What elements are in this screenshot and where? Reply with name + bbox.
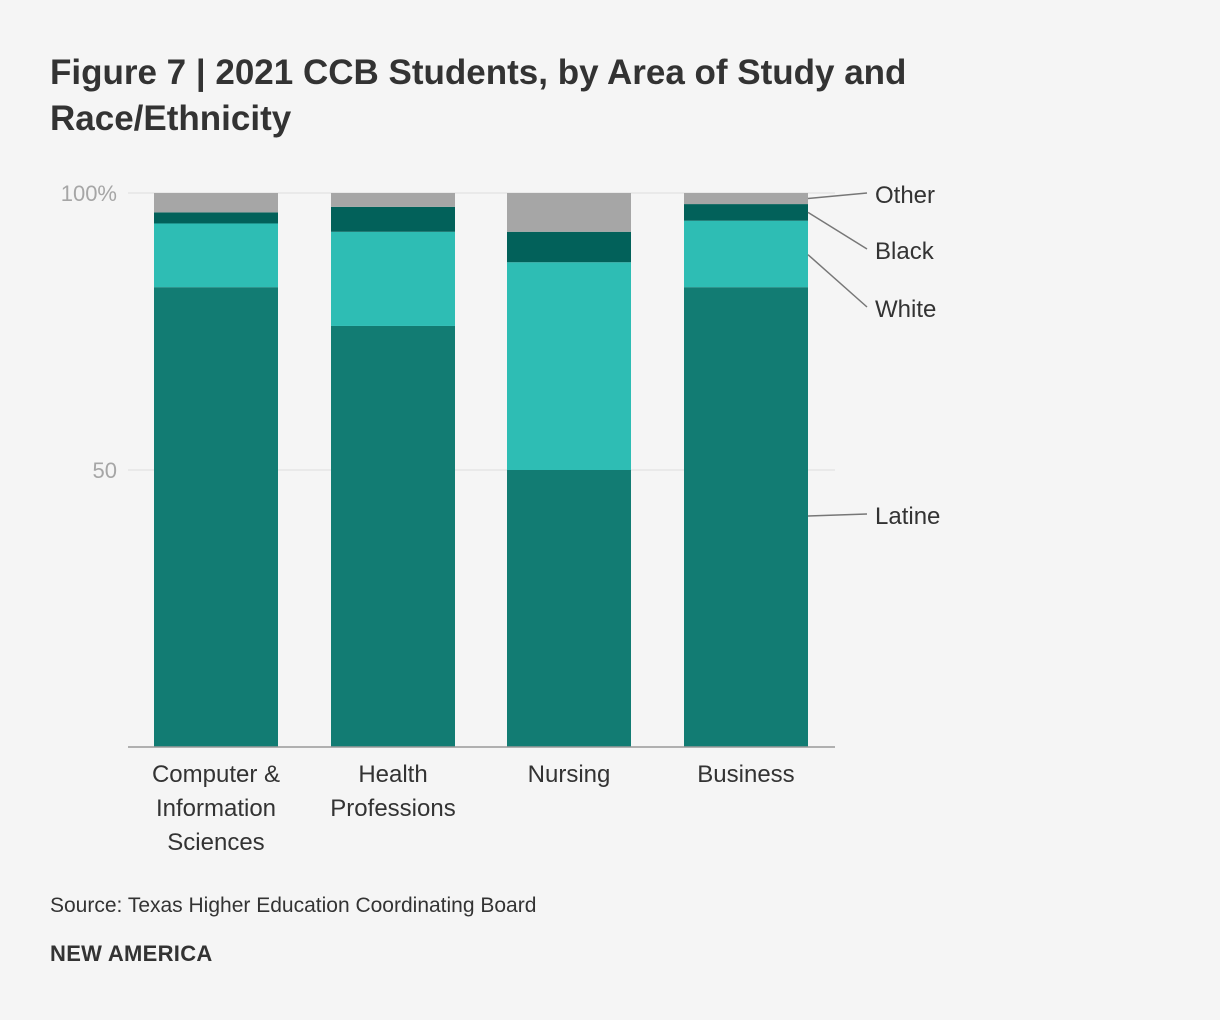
bar-white-computer xyxy=(154,223,278,288)
bar-other-computer xyxy=(154,193,278,213)
x-tick-label-nursing-line-1: Nursing xyxy=(528,761,611,788)
chart-title: Figure 7 | 2021 CCB Students, by Area of… xyxy=(50,53,907,138)
bar-black-computer xyxy=(154,212,278,224)
leader-line-latine xyxy=(807,513,868,517)
bar-black-health xyxy=(331,206,455,232)
bar-latine-nursing xyxy=(507,470,631,747)
legend-label-black: Black xyxy=(875,238,935,265)
bar-black-business xyxy=(684,204,808,221)
x-tick-label-computer-information-sciences-line-1: Computer & xyxy=(152,761,280,788)
legend-label-latine: Latine xyxy=(875,503,940,530)
bar-latine-business xyxy=(684,287,808,747)
x-tick-label-health-professions-line-1: Health xyxy=(358,761,427,788)
bar-other-health xyxy=(331,193,455,207)
bar-latine-computer xyxy=(154,287,278,747)
bar-white-nursing xyxy=(507,262,631,470)
bar-white-business xyxy=(684,220,808,288)
y-tick-label-50: 50 xyxy=(93,458,117,483)
x-tick-label-business-line-1: Business xyxy=(697,761,794,788)
legend-label-white: White xyxy=(875,296,936,323)
x-tick-label-computer-information-sciences-line-2: Information xyxy=(156,795,276,822)
bar-other-business xyxy=(684,193,808,205)
bar-black-nursing xyxy=(507,231,631,263)
x-tick-label-health-professions-line-2: Professions xyxy=(330,795,455,822)
x-tick-label-computer-information-sciences-line-3: Sciences xyxy=(167,829,264,856)
source-note: Source: Texas Higher Education Coordinat… xyxy=(50,894,537,917)
legend-label-other: Other xyxy=(875,182,935,209)
leader-line-black xyxy=(807,211,868,250)
leader-line-other xyxy=(807,192,868,200)
leader-line-white xyxy=(807,254,868,308)
bar-other-nursing xyxy=(507,193,631,232)
bar-white-health xyxy=(331,231,455,326)
bar-latine-health xyxy=(331,325,455,747)
y-tick-label-100: 100% xyxy=(61,181,117,206)
brand-logo: NEW AMERICA xyxy=(50,941,213,966)
